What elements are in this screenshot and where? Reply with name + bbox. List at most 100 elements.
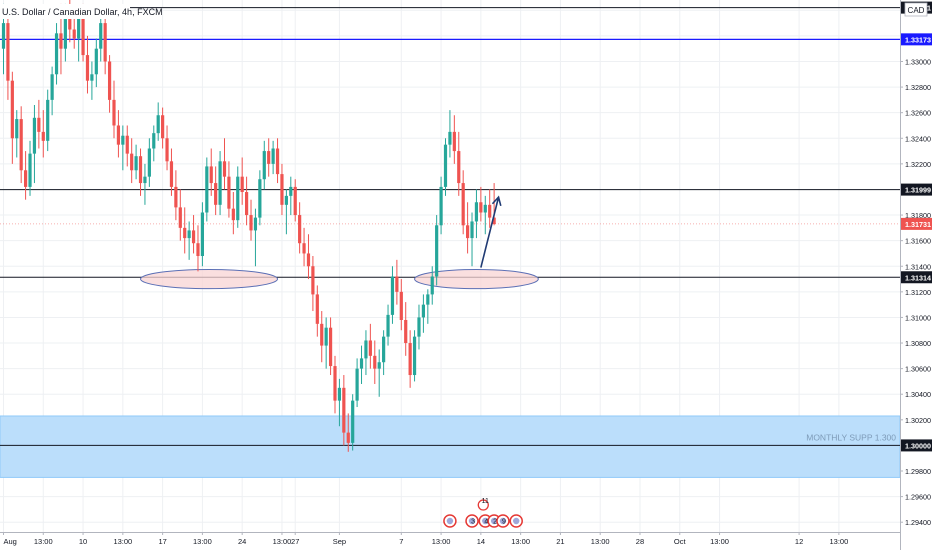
candle-up[interactable] [474, 189, 479, 239]
events-layer[interactable]: 3 4 2 9 11 [443, 498, 523, 528]
candle-down[interactable] [103, 10, 107, 75]
candle-down[interactable] [85, 35, 90, 94]
candle-up[interactable] [351, 394, 355, 451]
candle-up[interactable] [253, 208, 258, 267]
candle-up[interactable] [421, 294, 425, 333]
candle-down[interactable] [174, 170, 178, 221]
candle-up[interactable] [390, 266, 395, 324]
candle-down[interactable] [368, 323, 372, 369]
candle-up[interactable] [359, 345, 364, 384]
candle-down[interactable] [161, 107, 165, 149]
candle-up[interactable] [470, 212, 474, 267]
candle-down[interactable] [404, 302, 408, 356]
candle-up[interactable] [187, 221, 191, 260]
candle-up[interactable] [236, 166, 240, 228]
economic-event[interactable] [509, 514, 523, 528]
candle-down[interactable] [249, 199, 253, 241]
candle-down[interactable] [130, 138, 134, 184]
candle-down[interactable] [196, 225, 200, 272]
candle-down[interactable] [191, 215, 196, 254]
candle-down[interactable] [178, 189, 182, 241]
candle-down[interactable] [280, 163, 284, 216]
candle-down[interactable] [231, 192, 235, 235]
candle-up[interactable] [143, 163, 147, 205]
candle-up[interactable] [134, 144, 138, 180]
candle-down[interactable] [342, 375, 346, 446]
candle-up[interactable] [386, 304, 390, 346]
candle-up[interactable] [412, 330, 417, 382]
candle-down[interactable] [373, 340, 377, 384]
candle-down[interactable] [245, 176, 249, 226]
candle-up[interactable] [50, 66, 54, 116]
candle-down[interactable] [408, 330, 412, 388]
candle-down[interactable] [267, 138, 271, 177]
candle-down[interactable] [399, 279, 403, 331]
candle-up[interactable] [152, 125, 156, 162]
candle-up[interactable] [448, 110, 452, 158]
candle-up[interactable] [121, 125, 125, 171]
candle-down[interactable] [479, 186, 483, 222]
candles-layer[interactable] [1, 0, 496, 452]
candle-up[interactable] [284, 189, 288, 235]
candle-down[interactable] [165, 125, 169, 171]
candle-down[interactable] [6, 10, 10, 100]
candle-down[interactable] [169, 148, 174, 196]
candle-down[interactable] [466, 202, 470, 254]
price-axis[interactable]: 1.29400 1.29600 1.29800 1.30000 1.30200 1.304… [900, 0, 932, 550]
current-price-tag[interactable]: 1.31731 [901, 217, 932, 230]
candle-up[interactable] [324, 317, 328, 369]
candle-up[interactable] [46, 89, 50, 152]
monthly-support-line-tag[interactable]: 1.30000 [901, 439, 932, 452]
candle-down[interactable] [24, 151, 28, 200]
candle-up[interactable] [364, 330, 368, 376]
candle-down[interactable] [306, 234, 311, 280]
candle-down[interactable] [138, 148, 143, 196]
candle-down[interactable] [10, 71, 14, 164]
candle-down[interactable] [461, 170, 465, 235]
candle-down[interactable] [37, 99, 41, 149]
candle-down[interactable] [320, 311, 324, 363]
candle-up[interactable] [54, 23, 59, 85]
candle-down[interactable] [183, 207, 187, 254]
candle-up[interactable] [94, 38, 98, 88]
candle-up[interactable] [147, 138, 151, 187]
candle-down[interactable] [302, 227, 306, 267]
candle-down[interactable] [125, 125, 129, 167]
candle-up[interactable] [483, 195, 487, 235]
candle-up[interactable] [156, 102, 160, 141]
support-line-tag[interactable]: 1.31314 [901, 271, 932, 284]
candle-down[interactable] [116, 110, 121, 158]
candle-up[interactable] [205, 157, 209, 222]
candle-up[interactable] [28, 140, 32, 196]
candle-down[interactable] [275, 138, 280, 184]
candle-up[interactable] [417, 304, 421, 350]
candle-up[interactable] [439, 176, 443, 235]
candle-up[interactable] [289, 176, 293, 216]
candle-down[interactable] [452, 115, 456, 164]
candle-up[interactable] [15, 110, 19, 158]
candle-up[interactable] [32, 105, 37, 184]
economic-event[interactable] [443, 514, 457, 528]
candle-up[interactable] [90, 61, 94, 100]
time-axis[interactable]: Aug 13:00 10 13:00 17 13:00 24 13:00 27 Sep 7 13:00… [0, 532, 900, 550]
economic-event[interactable]: 3 [465, 514, 479, 528]
candle-down[interactable] [293, 179, 297, 222]
candle-up[interactable] [355, 358, 359, 408]
candle-down[interactable] [240, 157, 244, 205]
candle-down[interactable] [19, 106, 23, 184]
candle-down[interactable] [457, 131, 461, 196]
candle-down[interactable] [227, 161, 231, 218]
candle-up[interactable] [258, 170, 262, 226]
candle-up[interactable] [200, 202, 204, 267]
candle-up[interactable] [435, 215, 439, 286]
candle-up[interactable] [430, 266, 434, 305]
candle-up[interactable] [218, 151, 222, 216]
candle-up[interactable] [271, 140, 275, 175]
resistance-line-2-tag[interactable]: 1.33173 [901, 33, 932, 46]
candle-down[interactable] [311, 256, 315, 312]
candle-down[interactable] [107, 55, 112, 113]
economic-event[interactable]: 9 [496, 514, 510, 528]
candle-down[interactable] [488, 189, 492, 228]
candle-down[interactable] [315, 285, 319, 337]
